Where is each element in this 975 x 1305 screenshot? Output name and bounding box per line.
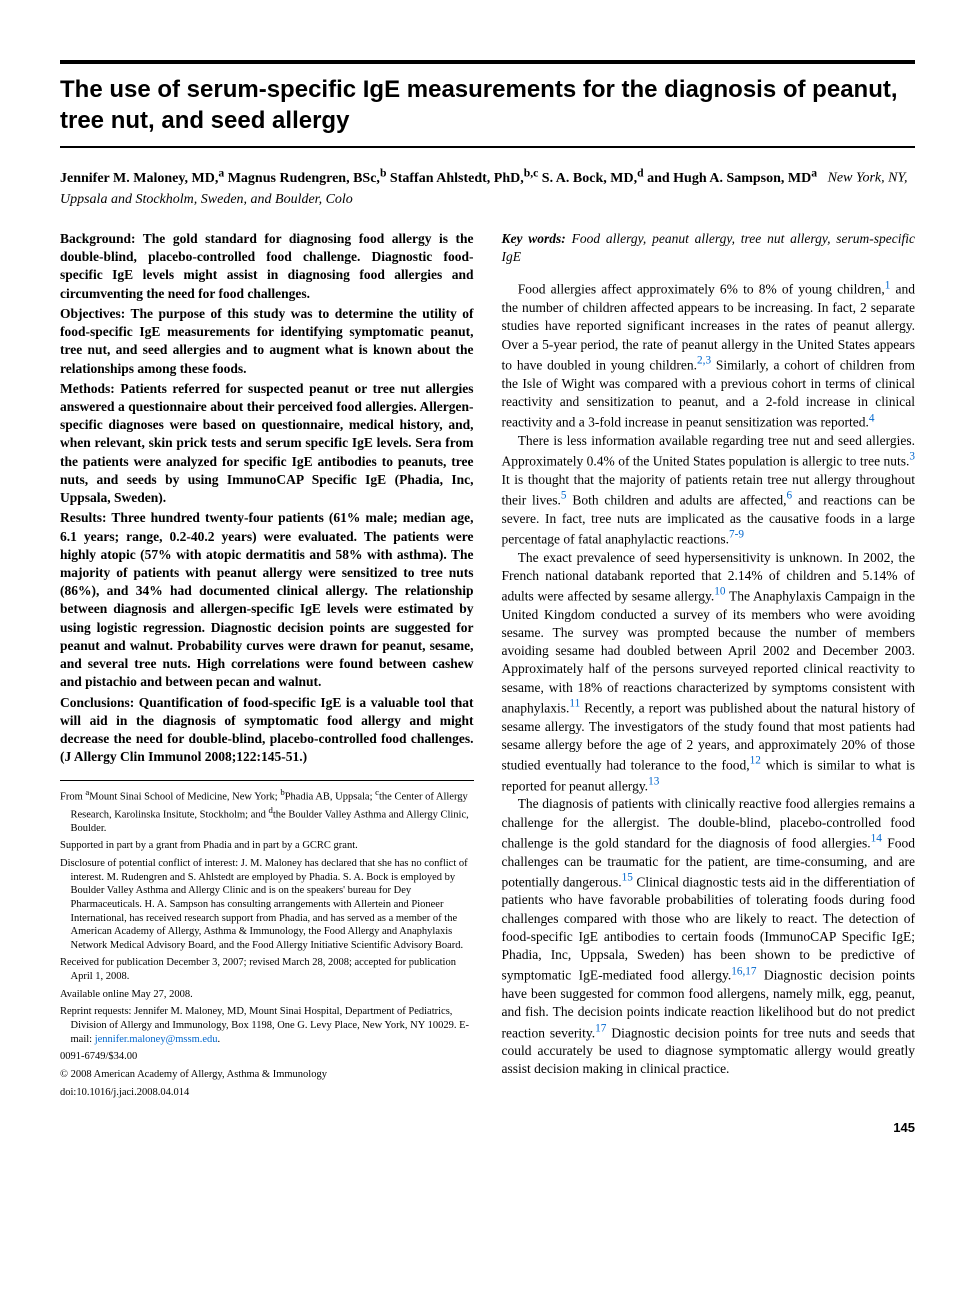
keywords: Key words: Food allergy, peanut allergy,… xyxy=(502,230,916,266)
article-title: The use of serum-specific IgE measuremen… xyxy=(60,60,915,148)
footnote-supported: Supported in part by a grant from Phadia… xyxy=(60,839,474,853)
ref-link[interactable]: 16,17 xyxy=(731,968,756,983)
ref-link[interactable]: 17 xyxy=(595,1025,606,1040)
body-paragraph-1: Food allergies affect approximately 6% t… xyxy=(502,278,916,431)
body-paragraph-2: There is less information available rega… xyxy=(502,432,916,549)
body-paragraph-4: The diagnosis of patients with clinicall… xyxy=(502,795,916,1078)
ref-link[interactable]: 4 xyxy=(869,415,875,430)
author-names: Jennifer M. Maloney, MD,a Magnus Rudengr… xyxy=(60,171,817,186)
ref-link[interactable]: 12 xyxy=(750,757,761,772)
two-column-body: Background: The gold standard for diagno… xyxy=(60,230,915,1099)
abstract-methods: Methods: Patients referred for suspected… xyxy=(60,380,474,508)
ref-link[interactable]: 7-9 xyxy=(729,531,744,546)
footnote-doi: doi:10.1016/j.jaci.2008.04.014 xyxy=(60,1086,474,1100)
footnote-received: Received for publication December 3, 200… xyxy=(60,956,474,983)
abstract: Background: The gold standard for diagno… xyxy=(60,230,474,766)
keywords-label: Key words: xyxy=(502,231,566,246)
footnote-online: Available online May 27, 2008. xyxy=(60,988,474,1002)
footnote-issn: 0091-6749/$34.00 xyxy=(60,1050,474,1064)
abstract-results: Results: Three hundred twenty-four patie… xyxy=(60,509,474,691)
footnote-copyright: © 2008 American Academy of Allergy, Asth… xyxy=(60,1068,474,1082)
footnote-from: From aMount Sinai School of Medicine, Ne… xyxy=(60,787,474,835)
authors-block: Jennifer M. Maloney, MD,a Magnus Rudengr… xyxy=(60,164,915,210)
ref-link[interactable]: 11 xyxy=(569,700,580,715)
abstract-background: Background: The gold standard for diagno… xyxy=(60,230,474,303)
email-link[interactable]: jennifer.maloney@mssm.edu xyxy=(95,1034,218,1045)
footnotes: From aMount Sinai School of Medicine, Ne… xyxy=(60,780,474,1099)
ref-link[interactable]: 3 xyxy=(909,453,915,468)
body-paragraph-3: The exact prevalence of seed hypersensit… xyxy=(502,549,916,796)
ref-link[interactable]: 2,3 xyxy=(697,357,711,372)
ref-link[interactable]: 14 xyxy=(871,835,882,850)
page-number: 145 xyxy=(60,1119,915,1137)
ref-link[interactable]: 15 xyxy=(622,874,633,889)
footnote-disclosure: Disclosure of potential conflict of inte… xyxy=(60,857,474,952)
ref-link[interactable]: 13 xyxy=(648,778,659,793)
abstract-conclusions: Conclusions: Quantification of food-spec… xyxy=(60,694,474,767)
footnote-reprint: Reprint requests: Jennifer M. Maloney, M… xyxy=(60,1005,474,1046)
ref-link[interactable]: 10 xyxy=(714,588,725,603)
abstract-objectives: Objectives: The purpose of this study wa… xyxy=(60,305,474,378)
